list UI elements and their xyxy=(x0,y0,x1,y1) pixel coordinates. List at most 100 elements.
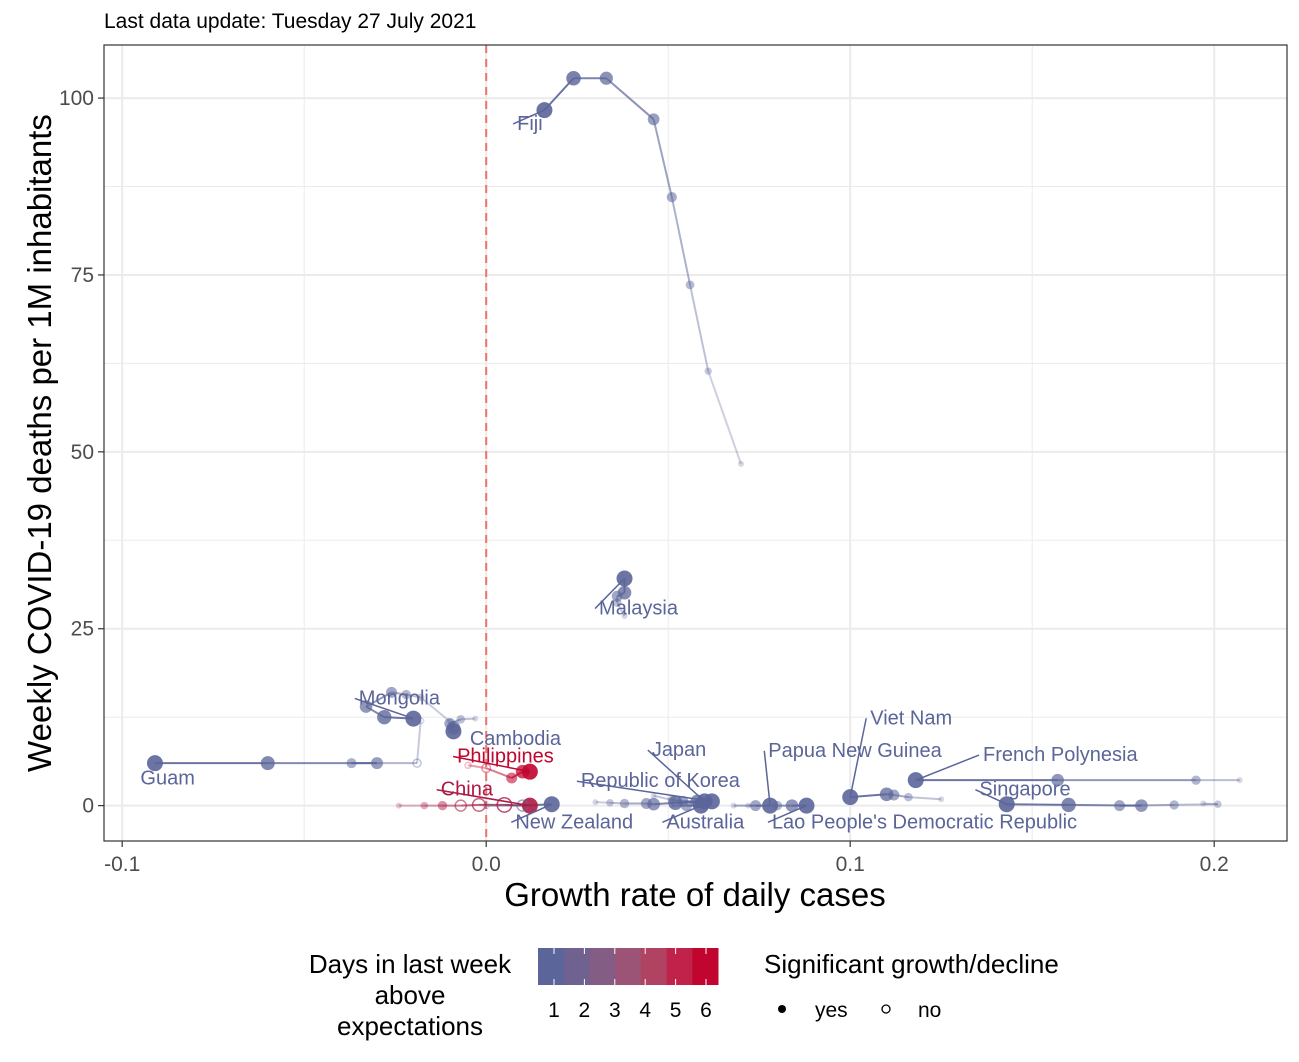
country-label: New Zealand xyxy=(515,811,633,833)
legend-color-title-line-3: expectations xyxy=(337,1011,483,1041)
data-point xyxy=(680,800,692,812)
label-leader-line xyxy=(576,780,712,803)
major-gridlines xyxy=(104,45,1287,841)
data-point xyxy=(772,800,783,811)
label-leader-line xyxy=(594,577,626,610)
label-leader-line xyxy=(763,750,771,806)
data-point xyxy=(1191,775,1201,785)
colorbar-step xyxy=(692,948,719,985)
plot-panel: Fiji Malaysia Mongolia Cambodia Guam Philippi… xyxy=(103,44,1288,842)
colorbar-step xyxy=(538,948,565,985)
trajectory-segment xyxy=(460,803,479,807)
country-labels: Fiji Malaysia Mongolia Cambodia Guam Philippi… xyxy=(140,109,1138,833)
data-point xyxy=(1051,773,1064,787)
colorbar-tick-label: 2 xyxy=(579,999,591,1022)
country-label: Papua New Guinea xyxy=(768,740,942,762)
legend-yes-marker xyxy=(778,1005,786,1013)
legend-shape-title: Significant growth/decline xyxy=(764,949,1059,979)
trajectory-segment xyxy=(616,602,626,617)
data-point xyxy=(401,689,411,700)
trajectory-segment xyxy=(416,720,422,764)
trajectory-segment xyxy=(652,119,673,198)
trajectory-segment xyxy=(405,693,421,699)
data-point xyxy=(260,756,275,771)
data-point xyxy=(420,801,429,810)
country-label: Singapore xyxy=(979,779,1070,801)
colorbar-tick-label: 6 xyxy=(700,999,712,1022)
x-tick-label: -0.1 xyxy=(104,853,140,876)
label-leader-line xyxy=(662,804,702,823)
label-leader-line xyxy=(512,109,545,125)
data-point xyxy=(472,715,479,722)
country-label: Malaysia xyxy=(599,598,679,620)
data-point xyxy=(685,280,695,290)
data-point xyxy=(750,800,762,812)
trajectory-segment xyxy=(689,284,710,372)
data-point xyxy=(745,802,752,809)
subtitle: Last data update: Tuesday 27 July 2021 xyxy=(104,10,476,33)
data-point xyxy=(346,758,357,769)
label-leader-line xyxy=(647,749,706,802)
legend-no-label: no xyxy=(918,999,941,1022)
y-tick-label: 75 xyxy=(71,264,94,287)
data-point xyxy=(395,802,402,809)
trajectory-segment xyxy=(605,77,655,121)
data-point xyxy=(650,792,657,799)
data-point xyxy=(1114,800,1126,812)
x-axis-title: Growth rate of daily cases xyxy=(504,876,886,913)
data-point xyxy=(1200,800,1207,807)
country-label: Republic of Korea xyxy=(581,770,741,792)
data-point xyxy=(506,772,518,784)
data-point xyxy=(1061,797,1076,813)
data-point xyxy=(785,799,799,812)
data-point xyxy=(471,797,486,812)
data-point xyxy=(1135,799,1148,812)
label-leader-line xyxy=(511,803,553,823)
label-leader-line xyxy=(767,804,807,823)
trajectory-segment xyxy=(670,196,692,286)
y-tick-label: 50 xyxy=(71,441,94,464)
country-label: Philippines xyxy=(457,745,554,767)
panel-background xyxy=(104,45,1287,841)
data-point xyxy=(566,70,581,86)
colorbar-step xyxy=(615,948,642,985)
country-label: Fiji xyxy=(517,113,543,135)
data-point xyxy=(412,758,422,768)
country-label: Japan xyxy=(652,739,707,761)
trajectory-segment xyxy=(1006,803,1069,806)
data-point xyxy=(437,800,448,811)
trajectory-segment xyxy=(609,801,625,805)
data-point xyxy=(667,795,677,805)
panel-border xyxy=(103,44,1288,842)
legend-color-title-line-1: Days in last week xyxy=(309,949,512,979)
data-point xyxy=(445,723,462,740)
data-point xyxy=(146,755,163,772)
colorbar-tick-label: 4 xyxy=(639,999,651,1022)
colorbar-tick-label: 3 xyxy=(609,999,621,1022)
colorbar-step xyxy=(589,948,616,985)
country-label: Lao People's Democratic Republic xyxy=(772,811,1077,833)
legend-color-title-line-2: above xyxy=(375,980,446,1010)
label-leader-line xyxy=(915,754,980,781)
label-leader-line xyxy=(354,697,414,720)
label-leader-line xyxy=(452,755,531,773)
label-leader-line xyxy=(849,718,867,798)
data-point xyxy=(482,801,490,810)
label-leader-line xyxy=(436,788,531,807)
data-point xyxy=(904,792,913,802)
data-point xyxy=(666,192,677,203)
data-point xyxy=(1169,800,1179,810)
data-point xyxy=(1214,800,1222,809)
data-point xyxy=(454,799,467,812)
label-leader-line xyxy=(975,789,1008,805)
y-axis-ticks: 0 25 50 75 100 xyxy=(59,87,104,818)
data-point xyxy=(619,798,630,809)
legend-colorbar xyxy=(538,948,719,985)
country-label: Australia xyxy=(666,811,745,833)
trajectory-segment xyxy=(908,796,942,801)
data-point xyxy=(621,612,628,619)
data-point xyxy=(606,798,614,807)
data-point xyxy=(738,460,744,467)
data-point xyxy=(416,716,425,725)
